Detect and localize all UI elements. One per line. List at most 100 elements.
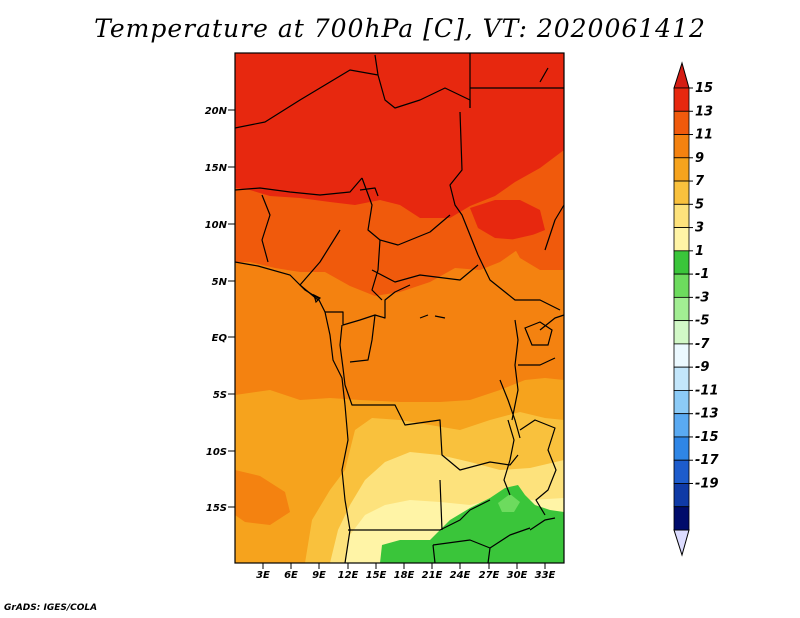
lon-label-12e: 12E (338, 570, 359, 581)
lat-label-15n: 15N (205, 163, 228, 174)
lat-label-15s: 15S (206, 503, 227, 514)
border-line (359, 187, 379, 197)
lat-label-eq: EQ (212, 333, 228, 344)
border-line (349, 314, 376, 363)
colorbar-box (673, 320, 690, 345)
lake (524, 321, 553, 346)
colorbar-label: -1 (695, 267, 709, 282)
lake (529, 517, 556, 531)
colorbar-arrow-up (673, 61, 690, 89)
border-line (341, 404, 351, 564)
colorbar-box (673, 134, 690, 159)
border-line (477, 254, 561, 311)
colorbar-box (673, 436, 690, 461)
band-11-13-east (510, 225, 564, 270)
chart-title: Temperature at 700hPa [C], VT: 202006141… (94, 14, 706, 43)
lat-label-10s: 10S (206, 447, 227, 458)
band-9-11-sw (235, 470, 290, 525)
lon-label-24e: 24E (450, 570, 471, 581)
colorbar: 15 13 11 9 7 5 3 1 -1 -3 -5 -7 -9 -11 -13 -15 -17 -19 (673, 61, 719, 557)
lake (419, 314, 446, 319)
lat-label-20n: 20N (205, 106, 228, 117)
colorbar-box (673, 110, 690, 135)
lat-label-5n: 5N (212, 277, 228, 288)
colorbar-box (673, 203, 690, 228)
border-line (432, 544, 436, 564)
colorbar-label: -19 (695, 476, 719, 491)
border-line (261, 194, 271, 263)
lon-label-30e: 30E (507, 570, 528, 581)
border-line (539, 67, 549, 83)
lon-label-9e: 9E (312, 570, 326, 581)
colorbar-box (673, 506, 690, 531)
colorbar-label: 9 (695, 151, 704, 166)
colorbar-label: -9 (695, 360, 709, 375)
colorbar-box (673, 273, 690, 298)
border-line (518, 357, 556, 366)
map-frame (234, 52, 565, 564)
country-borders (234, 53, 565, 564)
border-line (487, 547, 491, 564)
longitude-axis: 3E 6E 9E 12E 15E 18E 21E 24E 27E 30E 33E (256, 563, 556, 581)
border-line (371, 264, 479, 283)
border-line (511, 319, 519, 421)
colorbar-label: 1 (695, 244, 704, 259)
band-13-15 (235, 53, 564, 218)
island (313, 293, 322, 304)
latitude-axis: 20N 15N 10N 5N EQ 5S 10S 15S (205, 106, 235, 514)
colorbar-label: -13 (695, 407, 719, 422)
lake (499, 379, 521, 439)
border-line (544, 204, 565, 251)
lat-label-5s: 5S (213, 390, 227, 401)
colorbar-box (673, 390, 690, 415)
colorbar-label: 5 (695, 197, 704, 212)
colorbar-arrow-down (673, 529, 690, 557)
lon-label-27e: 27E (479, 570, 500, 581)
colorbar-boxes (673, 87, 690, 531)
lon-label-33e: 33E (535, 570, 556, 581)
colorbar-box (673, 459, 690, 484)
colorbar-box (673, 87, 690, 112)
border-line (234, 177, 363, 196)
colorbar-box (673, 180, 690, 205)
border-line (234, 69, 471, 129)
lon-label-6e: 6E (284, 570, 298, 581)
border-line (449, 111, 479, 256)
border-line (503, 419, 515, 496)
colorbar-box (673, 227, 690, 252)
colorbar-box (673, 343, 690, 368)
colorbar-label: 13 (695, 104, 713, 119)
temperature-field (235, 53, 564, 563)
colorbar-box (673, 366, 690, 391)
coastlines (234, 261, 556, 531)
colorbar-label: 3 (695, 221, 704, 236)
colorbar-labels: 15 13 11 9 7 5 3 1 -1 -3 -5 -7 -9 -11 -13 -15 -17 -19 (689, 81, 719, 491)
colorbar-label: -15 (695, 430, 719, 445)
border-line (344, 384, 519, 471)
colorbar-label: 11 (695, 128, 713, 143)
lon-label-18e: 18E (394, 570, 415, 581)
coast-line (234, 261, 346, 406)
colorbar-box (673, 413, 690, 438)
colorbar-label: -17 (695, 453, 719, 468)
colorbar-box (673, 157, 690, 182)
border-line (348, 499, 491, 531)
lon-label-15e: 15E (366, 570, 387, 581)
colorbar-label: 15 (695, 81, 713, 96)
colorbar-box (673, 296, 690, 322)
colorbar-box (673, 483, 690, 508)
credit-text: GrADS: IGES/COLA (4, 603, 98, 613)
colorbar-label: -11 (695, 383, 719, 398)
lat-label-10n: 10N (205, 220, 228, 231)
border-line (519, 419, 557, 516)
border-line (339, 324, 346, 386)
colorbar-label: -3 (695, 290, 709, 305)
lon-label-3e: 3E (256, 570, 270, 581)
border-line (374, 54, 379, 76)
colorbar-label: 7 (695, 174, 705, 189)
colorbar-label: -7 (695, 337, 710, 352)
border-line (439, 479, 443, 531)
border-line (371, 239, 383, 301)
colorbar-label: -5 (695, 314, 709, 329)
